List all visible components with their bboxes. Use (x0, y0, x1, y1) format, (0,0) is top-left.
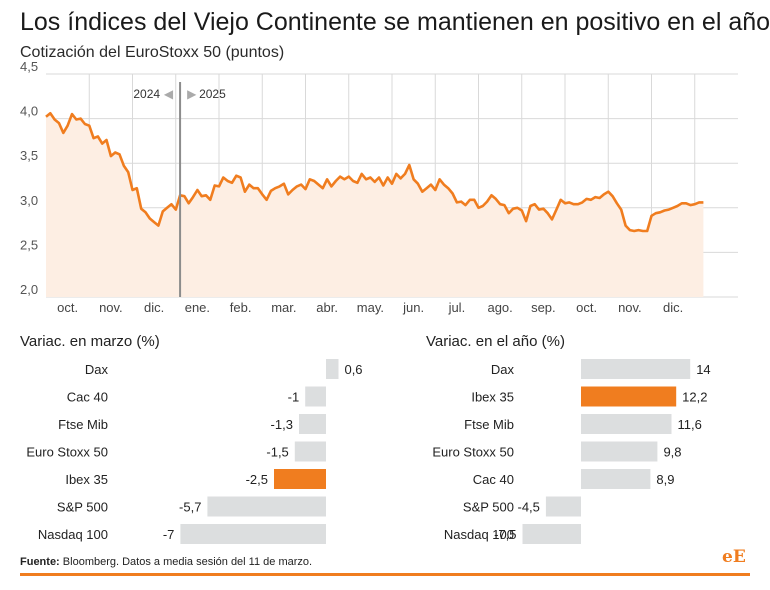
y-tick-label: 3,5 (20, 148, 38, 163)
x-tick-label: may. (357, 300, 384, 315)
bar (180, 524, 326, 544)
bar (581, 359, 691, 379)
x-tick-label: feb. (230, 300, 252, 315)
x-tick-label: dic. (144, 300, 164, 315)
category-label: Euro Stoxx 50 (26, 445, 108, 460)
category-label: S&P 500 (463, 500, 514, 515)
bar (581, 414, 672, 434)
category-label: Cac 40 (473, 472, 514, 487)
x-tick-label: abr. (316, 300, 338, 315)
category-label: Ibex 35 (471, 390, 514, 405)
x-tick-label: ene. (185, 300, 210, 315)
bar (581, 441, 658, 462)
year-label-2025: 2025 (199, 87, 226, 101)
x-tick-label: ago. (487, 300, 512, 315)
bar (581, 469, 651, 489)
line-chart-subtitle: Cotización del EuroStoxx 50 (puntos) (20, 44, 285, 61)
value-label: 8,9 (656, 472, 674, 487)
value-label: -1 (288, 390, 300, 405)
logo-e-upper: E (732, 547, 746, 567)
category-label: S&P 500 (57, 500, 108, 515)
category-label: Nasdaq 100 (38, 527, 108, 542)
x-tick-label: dic. (663, 300, 683, 315)
logo-e-lower: e (722, 547, 733, 567)
year-label-2024: 2024 (133, 87, 160, 101)
chart-title: Los índices del Viejo Continente se mant… (20, 8, 770, 36)
category-label: Dax (491, 362, 515, 377)
bar (274, 469, 326, 489)
x-tick-label: jul. (448, 300, 466, 315)
y-tick-label: 2,5 (20, 237, 38, 252)
x-tick-label: nov. (618, 300, 642, 315)
x-tick-label: sep. (531, 300, 556, 315)
value-label: 12,2 (682, 390, 707, 405)
bar-chart-title: Variac. en marzo (%) (20, 333, 160, 350)
series-line (45, 111, 704, 233)
bar-chart-title: Variac. en el año (%) (426, 333, 565, 350)
year-arrow-left-icon: ◀ (164, 87, 174, 101)
value-label: 11,6 (677, 417, 701, 432)
x-tick-label: oct. (57, 300, 78, 315)
value-label: -1,5 (266, 445, 288, 460)
bar (545, 496, 581, 517)
bar (581, 386, 677, 407)
value-label: 0,6 (344, 362, 362, 377)
category-label: Euro Stoxx 50 (432, 445, 514, 460)
y-tick-label: 3,0 (20, 193, 38, 208)
value-label: 9,8 (663, 445, 681, 460)
category-label: Cac 40 (67, 390, 108, 405)
y-tick-label: 2,0 (20, 282, 38, 297)
bar (294, 441, 326, 462)
y-tick-label: 4,5 (20, 59, 38, 74)
value-label: -4,5 (517, 500, 539, 515)
bar (305, 386, 326, 407)
category-label: Dax (85, 362, 109, 377)
category-label: Ftse Mib (464, 417, 514, 432)
eurostoxx-line-chart: 2,0 2,5 3,0 3,5 4,0 4,5 oct. nov. dic. ene. feb. ma… (20, 59, 738, 315)
bar (326, 359, 339, 379)
value-label: -2,5 (246, 472, 268, 487)
value-label: -5,7 (179, 500, 201, 515)
series-area (46, 113, 704, 297)
x-tick-label: nov. (99, 300, 123, 315)
x-tick-label: oct. (576, 300, 597, 315)
bar (207, 496, 326, 517)
bar (299, 414, 326, 434)
year-arrow-right-icon: ▶ (187, 87, 197, 101)
category-label: Ibex 35 (65, 472, 108, 487)
category-label: Nasdaq 100 (444, 527, 514, 542)
x-tick-label: jun. (402, 300, 424, 315)
source-text: Bloomberg. Datos a media sesión del 11 d… (62, 556, 313, 568)
value-label: -1,3 (271, 417, 293, 432)
footer-rule (20, 573, 750, 576)
y-tick-label: 4,0 (20, 104, 38, 119)
source-label: Fuente: (20, 556, 60, 568)
x-tick-label: mar. (271, 300, 296, 315)
source-note: Fuente: Bloomberg. Datos a media sesión … (20, 556, 312, 568)
value-label: 14 (696, 362, 710, 377)
category-label: Ftse Mib (58, 417, 108, 432)
bar (522, 524, 581, 544)
value-label: -7,5 (494, 527, 516, 542)
brand-logo: eE (722, 547, 746, 567)
value-label: -7 (163, 527, 175, 542)
